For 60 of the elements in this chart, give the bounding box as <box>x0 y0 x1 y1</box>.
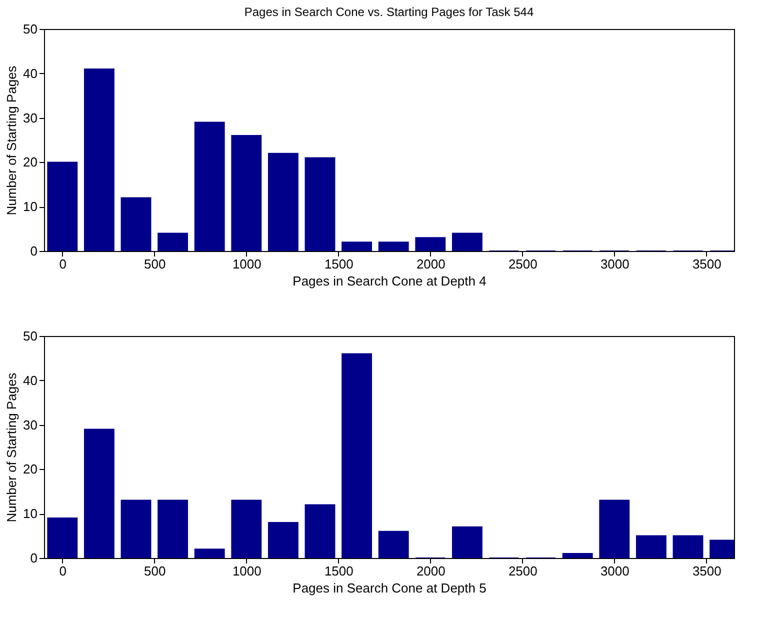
bar <box>47 162 78 251</box>
x-tick-label: 1000 <box>232 564 262 578</box>
bar <box>636 535 666 558</box>
bar <box>304 157 336 251</box>
x-tick-label: 3000 <box>600 564 630 578</box>
x-tick-label: 1500 <box>324 256 354 272</box>
y-tick-label: 20 <box>23 462 38 477</box>
bar <box>415 237 446 251</box>
y-tick-label: 30 <box>23 110 38 126</box>
x-tick-label: 2500 <box>508 256 538 272</box>
y-tick-label: 0 <box>30 244 38 258</box>
y-tick-label: 20 <box>23 154 38 170</box>
bar <box>452 526 482 558</box>
y-tick-label: 40 <box>23 66 38 81</box>
bar <box>158 500 188 558</box>
y-axis-title: Number of Starting Pages <box>4 372 20 522</box>
x-tick-label: 2000 <box>416 256 446 272</box>
bar <box>378 530 409 558</box>
bar <box>268 522 298 558</box>
bar <box>231 500 262 558</box>
x-tick-label: 1000 <box>232 256 262 272</box>
bar <box>304 504 336 558</box>
x-tick-label: 0 <box>59 256 67 272</box>
bar <box>84 428 114 558</box>
x-tick-label: 0 <box>59 564 67 578</box>
bar <box>231 135 262 251</box>
x-tick-label: 2000 <box>416 564 446 578</box>
chart-title: Pages in Search Cone vs. Starting Pages for Task 544 <box>244 5 534 19</box>
y-axis-title: Number of Starting Pages <box>4 65 20 216</box>
bar <box>158 232 188 251</box>
bar <box>342 353 372 558</box>
x-tick-label: 2500 <box>508 564 538 578</box>
y-tick-label: 50 <box>23 328 38 344</box>
bar <box>194 548 225 558</box>
bar <box>342 242 372 251</box>
bar <box>452 232 482 251</box>
y-tick-label: 40 <box>23 372 38 388</box>
bar <box>562 553 593 558</box>
x-tick-label: 3500 <box>692 564 722 578</box>
y-tick-label: 50 <box>23 22 38 36</box>
bar <box>120 197 152 251</box>
bar <box>268 152 298 251</box>
x-axis-title: Pages in Search Cone at Depth 5 <box>292 580 486 596</box>
bar <box>599 500 630 558</box>
x-tick-label: 1500 <box>324 564 354 578</box>
bar <box>194 122 225 251</box>
x-tick-label: 500 <box>144 256 166 272</box>
bar <box>120 500 152 558</box>
x-tick-label: 3500 <box>692 256 722 272</box>
bar <box>84 68 114 251</box>
y-tick-label: 10 <box>23 506 38 522</box>
bar <box>378 242 409 251</box>
x-axis-title: Pages in Search Cone at Depth 4 <box>292 274 486 288</box>
y-tick-label: 10 <box>23 199 38 214</box>
y-tick-label: 30 <box>23 417 38 432</box>
y-tick-label: 0 <box>30 550 38 566</box>
bar <box>47 518 78 558</box>
x-tick-label: 500 <box>144 564 166 578</box>
x-tick-label: 3000 <box>600 256 630 272</box>
bar <box>672 535 704 558</box>
